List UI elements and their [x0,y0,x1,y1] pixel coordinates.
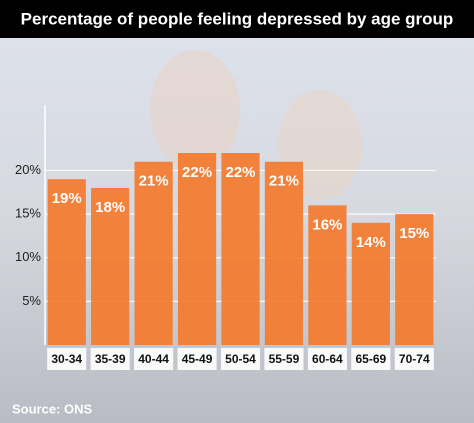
x-tick-label: 55-59 [269,352,300,366]
value-label: 18% [95,199,125,216]
bar [47,179,86,345]
y-tick-label: 10% [15,249,41,264]
x-label-box [394,348,434,370]
value-label: 21% [269,173,299,190]
bar [395,214,434,345]
value-label: 21% [139,173,169,190]
bar [177,153,217,345]
value-label: 16% [312,216,342,233]
title-band [0,0,474,38]
value-label: 22% [225,164,255,181]
x-label-box [177,348,217,370]
x-label-box [220,348,261,370]
x-label-box [134,348,174,370]
value-label: 14% [356,234,386,251]
bar [351,222,390,345]
x-label-box [90,348,130,370]
value-label: 22% [182,164,212,181]
bar [134,161,173,345]
y-tick-label: 20% [15,162,41,177]
value-label: 15% [399,225,429,242]
y-tick-label: 5% [22,293,41,308]
chart-title: Percentage of people feeling depressed b… [21,9,454,28]
x-label-box [47,348,87,370]
bar [221,153,260,345]
x-tick-label: 70-74 [399,352,430,366]
x-tick-label: 65-69 [355,352,386,366]
x-tick-label: 60-64 [312,352,343,366]
value-label: 19% [52,190,82,207]
x-tick-label: 30-34 [51,352,82,366]
bar [308,205,347,345]
bar [91,187,130,345]
source: Source: ONS [12,401,93,416]
x-tick-label: 50-54 [225,352,256,366]
x-label-box [307,348,347,370]
photo-figure [150,50,240,170]
x-label-box [351,348,391,370]
x-tick-label: 35-39 [95,352,126,366]
x-tick-label: 45-49 [182,352,213,366]
y-tick-label: 15% [15,206,41,221]
bar [264,161,304,345]
x-tick-label: 40-44 [138,352,169,366]
x-label-box [264,348,304,370]
